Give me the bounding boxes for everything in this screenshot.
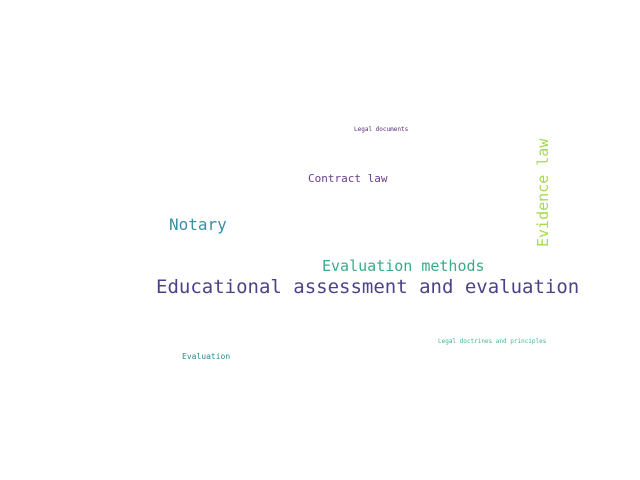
word-educational-assessment-and-evaluation: Educational assessment and evaluation: [156, 276, 580, 298]
word-evidence-law: Evidence law: [534, 138, 552, 247]
word-legal-documents: Legal documents: [354, 126, 409, 133]
word-contract-law: Contract law: [308, 172, 388, 185]
word-notary: Notary: [169, 215, 227, 234]
word-legal-doctrines-and-principles: Legal doctrines and principles: [438, 338, 547, 345]
word-evaluation-methods: Evaluation methods: [322, 257, 485, 275]
word-evaluation: Evaluation: [182, 352, 231, 361]
